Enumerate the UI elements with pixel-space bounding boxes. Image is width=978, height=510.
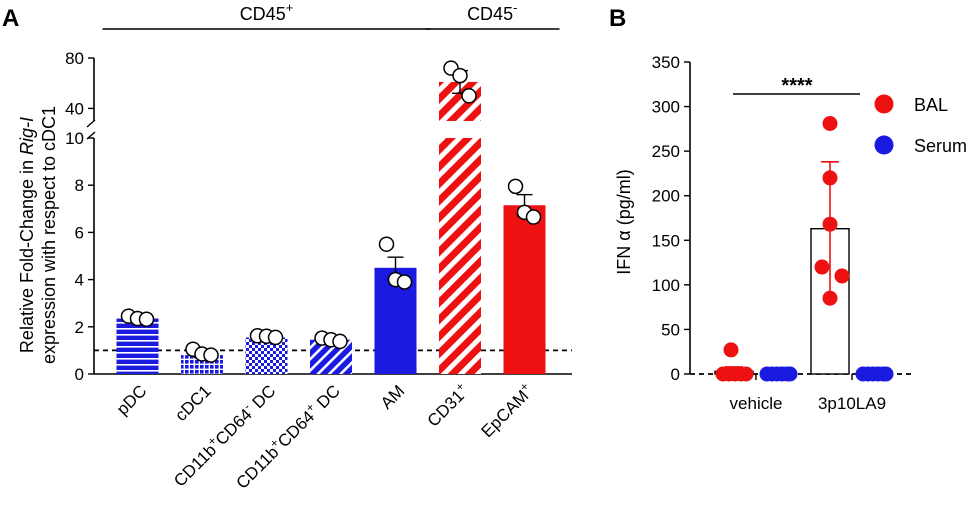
bar-epcam — [503, 205, 546, 374]
point-cd31 — [461, 88, 477, 104]
point-cd31 — [452, 67, 468, 84]
group-label: CD45+ — [240, 0, 294, 24]
bar-pdc — [116, 318, 159, 374]
point-cdc1 — [203, 347, 219, 363]
panel-a-letter: A — [2, 5, 19, 32]
point-cd11b-cd64-dc — [332, 333, 348, 350]
point-bal-vehicle — [738, 366, 754, 382]
y-tick-label: 250 — [652, 142, 680, 161]
y-tick-label: 350 — [652, 53, 680, 72]
category-label-cd11b-cd64-dc: CD11b+CD64+ DC — [230, 379, 343, 492]
category-label-epcam: EpCAM+ — [475, 379, 537, 441]
category-label-part: CD11b — [233, 443, 283, 493]
group-label-superscript: + — [286, 0, 294, 15]
y-tick-label: 100 — [652, 276, 680, 295]
legend-label-bal: BAL — [914, 95, 948, 115]
y-tick-label: 10 — [65, 129, 84, 148]
category-label-cd31: CD31+ — [422, 379, 473, 430]
group-label-main: CD45 — [240, 4, 286, 24]
y-tick-label: 4 — [75, 271, 84, 290]
bar-cd31-lower — [439, 138, 481, 374]
category-label-part: EpCAM — [478, 386, 533, 441]
panel-b-legend: BAL Serum — [874, 94, 967, 156]
category-label-am: AM — [377, 381, 408, 412]
svg-text:Relative Fold-Change in Rig-I: Relative Fold-Change in Rig-I — [17, 117, 37, 353]
y-tick-label: 6 — [75, 223, 84, 242]
panel-a-points — [120, 60, 542, 363]
y-tick-label: 150 — [652, 231, 680, 250]
y-tick-label: 200 — [652, 187, 680, 206]
y-tick-label: 300 — [652, 98, 680, 117]
legend-marker-serum — [874, 135, 894, 155]
panel-a-group-brackets: CD45+ CD45- — [102, 0, 560, 30]
category-label-part: cDC1 — [171, 381, 214, 424]
group-label-main: CD45 — [467, 4, 513, 24]
point-bal-3p10la9 — [822, 290, 838, 306]
point-bal-3p10la9 — [814, 259, 830, 275]
point-bal-3p10la9 — [834, 268, 850, 284]
x-tick-label-3p10la9: 3p10LA9 — [818, 394, 886, 413]
point-epcam — [525, 209, 542, 225]
category-label-pdc: pDC — [113, 381, 150, 418]
point-pdc — [138, 311, 155, 327]
point-am — [396, 274, 413, 290]
point-bal-3p10la9 — [822, 170, 838, 186]
panel-a-ylabel-gene: Rig-I — [17, 117, 37, 155]
y-tick-label: 80 — [65, 49, 84, 68]
panel-b-y-axis-title: IFN α (pg/ml) — [614, 169, 634, 274]
point-cd11b-cd64-dc — [267, 329, 284, 346]
panel-a-bars — [116, 81, 546, 374]
point-epcam — [507, 178, 524, 195]
panel-a-y-axis-title: Relative Fold-Change in Rig-I expression… — [17, 106, 59, 364]
y-tick-label: 50 — [661, 320, 680, 339]
point-serum-3p10la9 — [878, 366, 894, 382]
group-label: CD45- — [467, 0, 517, 24]
category-label-part: pDC — [113, 381, 150, 418]
category-label-part: CD11b — [170, 441, 220, 491]
category-label-cdc1: cDC1 — [171, 381, 214, 424]
point-bal-3p10la9 — [822, 116, 838, 132]
panel-b-axes: 0 50 100 150 200 250 300 350 vehicle 3p10LA9 — [652, 53, 912, 413]
y-tick-label: 40 — [65, 99, 84, 118]
y-tick-label: 8 — [75, 176, 84, 195]
panel-a-ylabel-pre: Relative Fold-Change in — [17, 155, 37, 353]
y-tick-label: 0 — [671, 365, 680, 384]
point-serum-vehicle — [782, 366, 798, 382]
point-am — [378, 236, 395, 252]
legend-marker-bal — [874, 94, 894, 114]
legend-label-serum: Serum — [914, 136, 967, 156]
y-tick-label: 0 — [75, 365, 84, 384]
group-label-superscript: - — [513, 0, 517, 15]
x-tick-label-vehicle: vehicle — [730, 394, 783, 413]
point-bal-vehicle — [723, 342, 739, 358]
panel-b-points — [715, 116, 894, 382]
panel-b-significance: **** — [733, 75, 860, 97]
significance-label: **** — [781, 75, 812, 97]
category-label-part: AM — [377, 381, 408, 412]
y-tick-label: 2 — [75, 318, 84, 337]
panel-b-letter: B — [609, 5, 626, 32]
panel-a-ylabel-line2: expression with respect to cDC1 — [39, 106, 59, 364]
point-bal-3p10la9 — [822, 216, 838, 232]
axis-break-mark — [86, 119, 96, 128]
